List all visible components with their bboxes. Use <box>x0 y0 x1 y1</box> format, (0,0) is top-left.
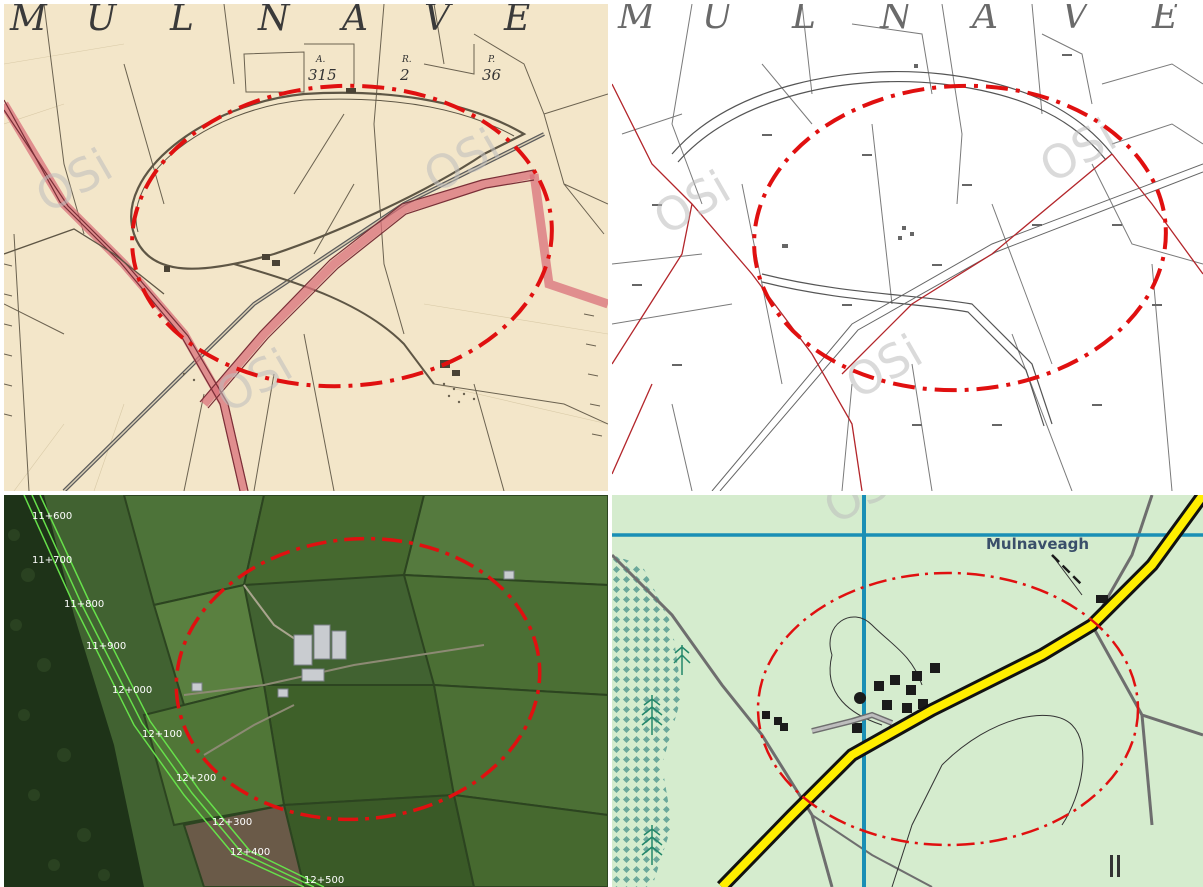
chainage-label: 11+700 <box>32 555 72 566</box>
historic-map-header: M U L N A V E <box>9 4 530 39</box>
chainage-label: 12+500 <box>304 875 344 886</box>
chainage-label: 12+300 <box>212 817 252 828</box>
historic-header-letter: E <box>503 4 530 39</box>
historic-map-canvas: M U L N A V E A. 315 R. 2 P. 36 OSi OSi … <box>4 4 608 491</box>
townland-header-letter: V <box>1062 4 1092 37</box>
townland-header-letter: E <box>1151 4 1178 37</box>
parcel-top: A. <box>315 55 325 65</box>
historic-header-letter: V <box>424 4 454 39</box>
chainage-label: 11+900 <box>86 641 126 652</box>
topo-map-canvas: Mulnaveagh OSi <box>612 495 1203 887</box>
townland-map-panel: M U L N A V E OSi OSi OSi <box>612 4 1203 491</box>
parcel-value: 36 <box>482 66 502 84</box>
townland-header-letter: M <box>617 4 656 37</box>
chainage-label: 12+200 <box>176 773 216 784</box>
townland-map-canvas: M U L N A V E OSi OSi OSi <box>612 4 1203 491</box>
parcel-top: P. <box>487 55 495 65</box>
topo-map-panel: Mulnaveagh OSi <box>612 495 1203 887</box>
chainage-label: 12+100 <box>142 729 182 740</box>
chainage-label: 12+000 <box>112 685 152 696</box>
townland-header-letter: U <box>702 4 734 37</box>
historic-header-letter: U <box>86 4 118 39</box>
parcel-top: R. <box>401 55 412 65</box>
townland-header-letter: L <box>791 4 816 37</box>
chainage-label: 11+800 <box>64 599 104 610</box>
townland-header-letter: N <box>879 4 913 37</box>
study-area-ellipse <box>752 83 1168 393</box>
parcel-value: 2 <box>399 66 410 84</box>
tree-icon <box>641 645 691 865</box>
historic-header-letter: M <box>9 4 48 39</box>
historic-header-letter: L <box>169 4 194 39</box>
chainage-label: 11+600 <box>32 511 72 522</box>
historic-map-panel: M U L N A V E A. 315 R. 2 P. 36 OSi OSi … <box>4 4 608 491</box>
chainage-label: 12+400 <box>230 847 270 858</box>
chainage-labels: 11+600 11+700 11+800 11+900 12+000 12+10… <box>32 511 344 886</box>
place-name-label: Mulnaveagh <box>986 535 1089 553</box>
parcel-labels: A. 315 R. 2 P. 36 <box>308 55 502 84</box>
townland-map-header: M U L N A V E <box>617 4 1178 37</box>
building-cluster <box>762 595 1108 733</box>
townland-header-letter: A <box>969 4 998 37</box>
study-area-ellipse <box>130 83 554 389</box>
parcel-value: 315 <box>308 66 337 84</box>
historic-header-letter: A <box>339 4 368 39</box>
aerial-photo-canvas: 11+600 11+700 11+800 11+900 12+000 12+10… <box>4 495 608 887</box>
aerial-photo-panel: 11+600 11+700 11+800 11+900 12+000 12+10… <box>4 495 608 887</box>
study-area-ellipse <box>174 536 542 822</box>
historic-header-letter: N <box>257 4 291 39</box>
study-area-ellipse <box>756 571 1140 847</box>
